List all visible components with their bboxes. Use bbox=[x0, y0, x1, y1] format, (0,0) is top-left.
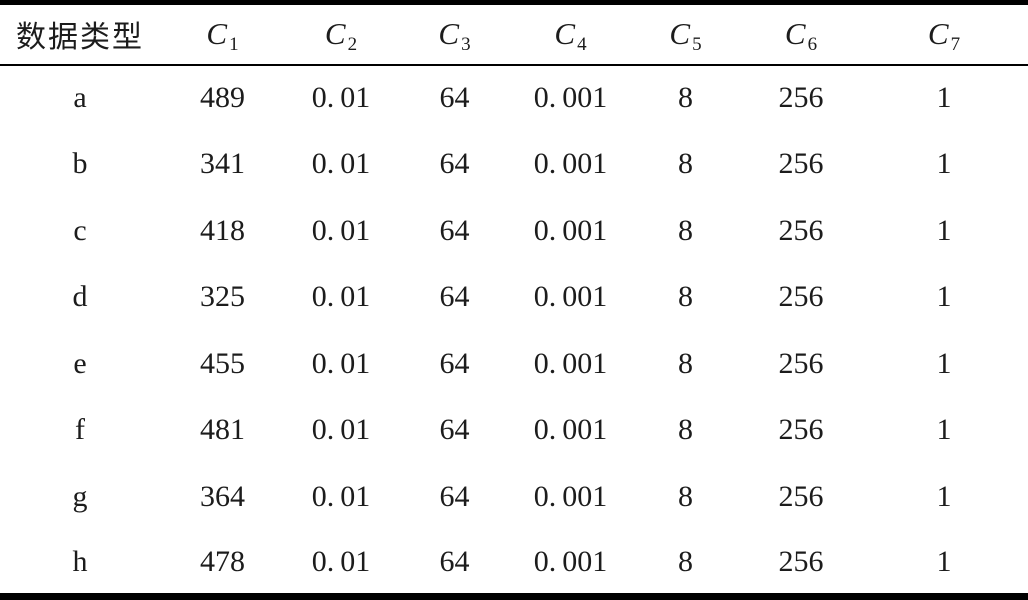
table-cell: 0. 001 bbox=[533, 280, 608, 314]
table-cell: 0. 001 bbox=[533, 479, 608, 513]
header-c7-symbol: C bbox=[927, 16, 949, 52]
table-cell: 455 bbox=[200, 346, 245, 380]
table-cell: 1 bbox=[936, 346, 952, 380]
table-cell: 8 bbox=[678, 544, 693, 578]
table-cell: 1 bbox=[936, 81, 952, 115]
table-cell: 0. 001 bbox=[533, 81, 608, 115]
table-cell: 8 bbox=[678, 413, 693, 447]
table-cell: 0. 001 bbox=[533, 544, 608, 578]
table-cell: 8 bbox=[678, 280, 693, 314]
table-cell: 8 bbox=[678, 147, 693, 181]
table-cell: 64 bbox=[439, 544, 470, 578]
header-c6-subscript: 6 bbox=[807, 33, 818, 55]
table-cell: 256 bbox=[778, 81, 824, 115]
table-cell: 1 bbox=[936, 213, 952, 247]
header-c5-symbol: C bbox=[669, 16, 691, 52]
table-cell: 256 bbox=[778, 413, 824, 447]
table-cell: 481 bbox=[200, 413, 245, 447]
table-cell: 418 bbox=[200, 213, 245, 247]
table-cell: 256 bbox=[778, 147, 824, 181]
header-c4-subscript: 4 bbox=[577, 33, 587, 55]
table-cell: 64 bbox=[439, 280, 470, 314]
header-c2-symbol: C bbox=[324, 16, 346, 52]
table-cell: 0. 01 bbox=[311, 346, 371, 380]
table-cell: 64 bbox=[439, 147, 470, 181]
table-row: h 478 0. 01 64 0. 001 8 256 1 bbox=[0, 530, 1028, 597]
table-row: a 489 0. 01 64 0. 001 8 256 1 bbox=[0, 65, 1028, 132]
table-row: c 418 0. 01 64 0. 001 8 256 1 bbox=[0, 198, 1028, 265]
table-cell: 0. 01 bbox=[311, 81, 371, 115]
header-c7-subscript: 7 bbox=[950, 33, 961, 55]
row-label: e bbox=[73, 346, 87, 380]
header-c4-symbol: C bbox=[554, 16, 576, 52]
table-cell: 256 bbox=[778, 544, 824, 578]
table-cell: 478 bbox=[200, 544, 245, 578]
header-c3-symbol: C bbox=[438, 16, 460, 52]
row-label: d bbox=[72, 280, 88, 314]
table-row: e 455 0. 01 64 0. 001 8 256 1 bbox=[0, 331, 1028, 398]
header-c3-subscript: 3 bbox=[461, 33, 471, 55]
table-row: f 481 0. 01 64 0. 001 8 256 1 bbox=[0, 397, 1028, 464]
table-cell: 0. 001 bbox=[533, 413, 608, 447]
table-cell: 341 bbox=[200, 147, 245, 181]
table-cell: 64 bbox=[439, 479, 470, 513]
header-c1-subscript: 1 bbox=[229, 33, 239, 55]
table-cell: 0. 01 bbox=[311, 479, 371, 513]
header-c2-subscript: 2 bbox=[347, 33, 358, 55]
header-c5-subscript: 5 bbox=[692, 33, 702, 55]
table-cell: 64 bbox=[439, 413, 470, 447]
table-cell: 0. 001 bbox=[533, 213, 608, 247]
table-cell: 0. 01 bbox=[311, 413, 371, 447]
row-label: f bbox=[75, 413, 85, 447]
table-cell: 364 bbox=[200, 479, 245, 513]
table-cell: 0. 01 bbox=[311, 213, 371, 247]
table-cell: 8 bbox=[678, 213, 693, 247]
table-cell: 0. 01 bbox=[311, 147, 371, 181]
table-cell: 1 bbox=[936, 544, 952, 578]
table-row: d 325 0. 01 64 0. 001 8 256 1 bbox=[0, 264, 1028, 331]
table-cell: 325 bbox=[200, 280, 245, 314]
header-c6-symbol: C bbox=[784, 16, 806, 52]
table-cell: 8 bbox=[678, 479, 693, 513]
table-cell: 0. 001 bbox=[533, 346, 608, 380]
table-cell: 0. 01 bbox=[311, 544, 371, 578]
table-cell: 0. 001 bbox=[533, 147, 608, 181]
table-row: b 341 0. 01 64 0. 001 8 256 1 bbox=[0, 131, 1028, 198]
table-cell: 1 bbox=[936, 479, 952, 513]
header-c1-symbol: C bbox=[206, 16, 228, 52]
table-cell: 8 bbox=[678, 81, 693, 115]
table-cell: 489 bbox=[200, 81, 245, 115]
row-label: c bbox=[73, 213, 87, 247]
table-cell: 256 bbox=[778, 479, 824, 513]
row-label: g bbox=[72, 479, 88, 513]
row-label: b bbox=[72, 147, 88, 181]
header-data-type: 数据类型 bbox=[0, 2, 160, 66]
row-label: a bbox=[73, 81, 87, 115]
row-label: h bbox=[72, 544, 88, 578]
table-cell: 8 bbox=[678, 346, 693, 380]
table-cell: 256 bbox=[778, 213, 824, 247]
table-cell: 64 bbox=[439, 213, 470, 247]
table-cell: 256 bbox=[778, 346, 824, 380]
table-cell: 64 bbox=[439, 346, 470, 380]
table-cell: 1 bbox=[936, 280, 952, 314]
table-cell: 256 bbox=[778, 280, 824, 314]
table-cell: 0. 01 bbox=[311, 280, 371, 314]
table-cell: 1 bbox=[936, 147, 952, 181]
table-row: g 364 0. 01 64 0. 001 8 256 1 bbox=[0, 464, 1028, 531]
table-cell: 1 bbox=[936, 413, 952, 447]
table-cell: 64 bbox=[439, 81, 470, 115]
